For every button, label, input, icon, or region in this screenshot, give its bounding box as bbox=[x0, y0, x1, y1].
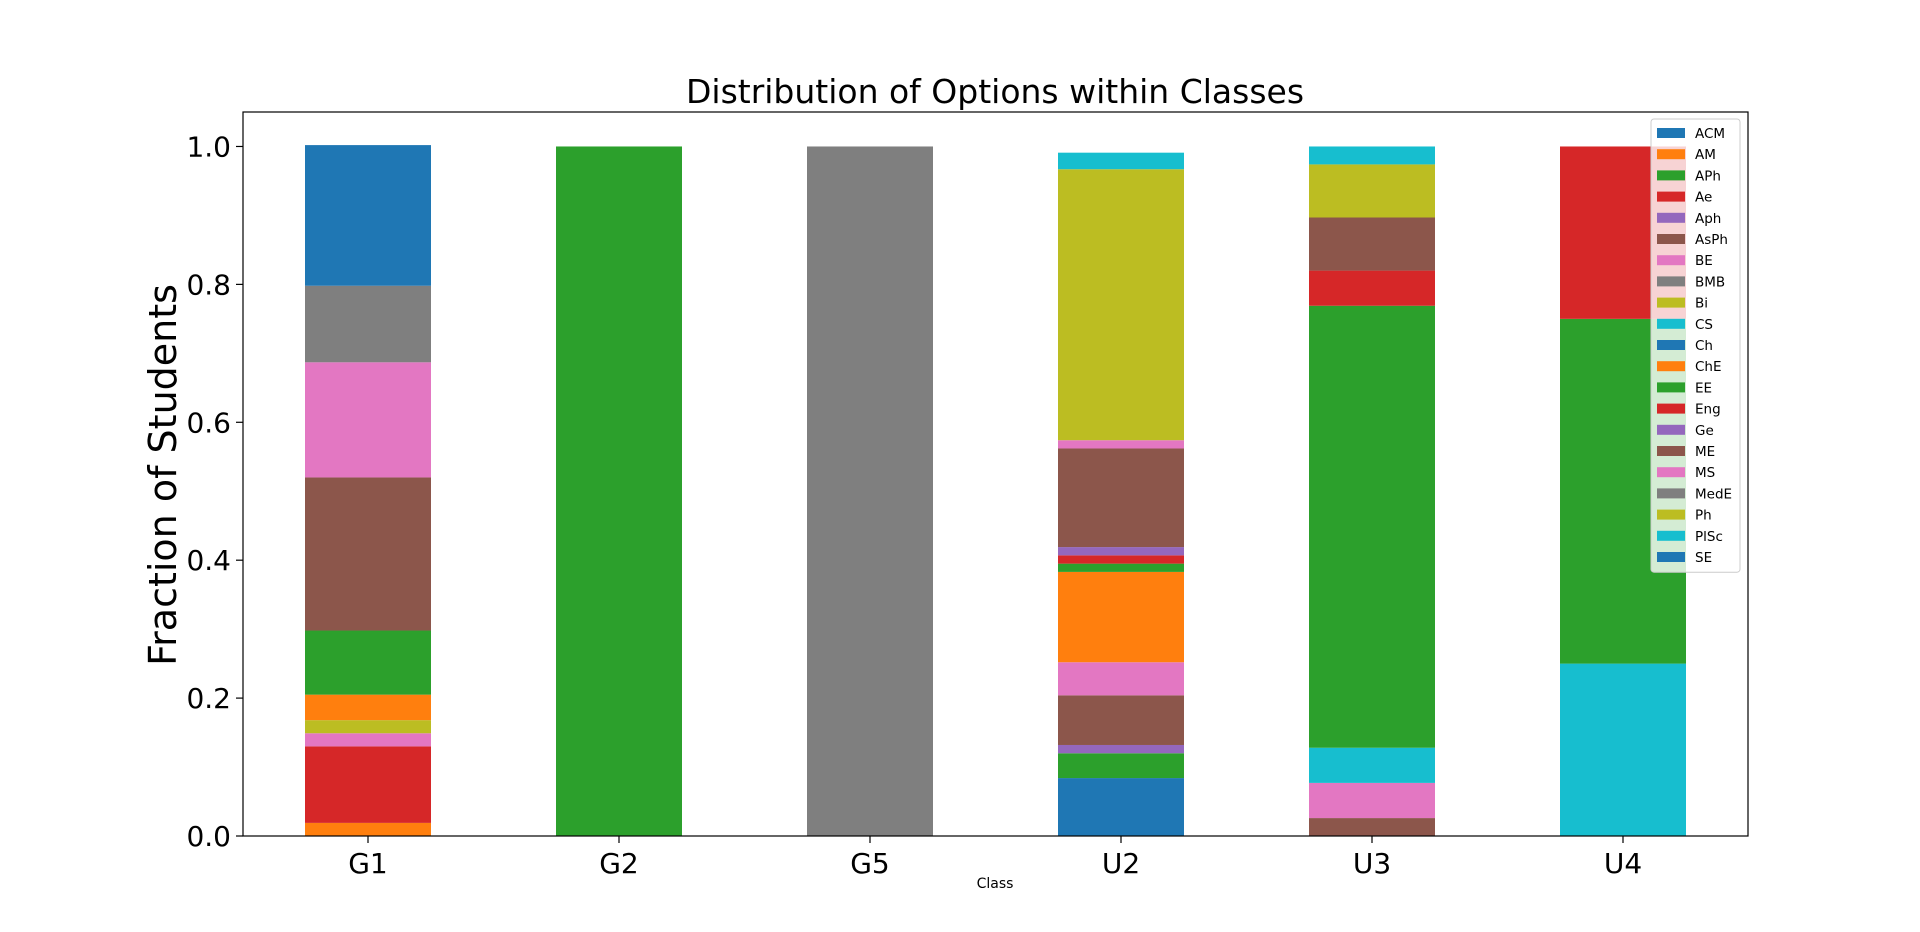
bar-segment-g5-mede bbox=[807, 146, 933, 836]
bar-segment-g1-che bbox=[305, 694, 431, 721]
legend-swatch-ee bbox=[1657, 382, 1685, 393]
x-tick-label: U2 bbox=[1102, 847, 1140, 880]
legend-label-acm: ACM bbox=[1695, 126, 1725, 142]
legend-label-am: AM bbox=[1695, 147, 1716, 163]
x-axis-label: Class bbox=[977, 876, 1014, 892]
legend-label-eng: Eng bbox=[1695, 402, 1721, 418]
bar-segment-g1-be bbox=[305, 733, 431, 747]
legend-label-me: ME bbox=[1695, 444, 1715, 460]
legend-label-aph: APh bbox=[1695, 168, 1721, 184]
x-tick-label: U3 bbox=[1353, 847, 1391, 880]
legend-swatch-bmb bbox=[1657, 276, 1685, 287]
legend-swatch-ph bbox=[1657, 509, 1685, 520]
legend-swatch-che bbox=[1657, 361, 1685, 372]
bar-segment-u2-ee bbox=[1058, 753, 1184, 779]
bar-segment-u3-plsc bbox=[1309, 146, 1435, 165]
legend-swatch-plsc bbox=[1657, 530, 1685, 541]
legend-swatch-me bbox=[1657, 446, 1685, 456]
chart-title: Distribution of Options within Classes bbox=[686, 72, 1304, 111]
bar-segment-g1-se bbox=[305, 145, 431, 286]
legend-label-bmb: BMB bbox=[1695, 274, 1725, 290]
bar-segment-u2-che bbox=[1058, 571, 1184, 663]
legend-swatch-ms bbox=[1657, 467, 1685, 478]
legend-swatch-ch bbox=[1657, 340, 1685, 350]
bar-segment-u2-me bbox=[1058, 695, 1184, 745]
bar-segment-g1-bi bbox=[305, 720, 431, 734]
bar-segment-u2-me bbox=[1058, 448, 1184, 548]
legend-frame bbox=[1650, 118, 1741, 573]
bar-segment-u3-me bbox=[1309, 217, 1435, 271]
legend-swatch-aph bbox=[1657, 170, 1685, 181]
x-tick-label: G2 bbox=[599, 847, 639, 880]
y-tick-label: 0.4 bbox=[186, 544, 231, 577]
legend: ACM AM APh Ae Aph AsPh BE BMB Bi CS Ch ChE EE Eng Ge ME… bbox=[1650, 118, 1741, 573]
legend-swatch-be bbox=[1657, 255, 1685, 266]
legend-swatch-asph bbox=[1657, 234, 1685, 244]
y-axis-label: Fraction of Students bbox=[141, 284, 185, 666]
legend-label-plsc: PlSc bbox=[1695, 529, 1723, 545]
bars-group bbox=[305, 145, 1686, 836]
bar-segment-g1-am bbox=[305, 822, 431, 836]
y-tick-label: 0.6 bbox=[186, 406, 231, 439]
bar-segment-u2-ge bbox=[1058, 547, 1184, 556]
bar-segment-g1-me bbox=[305, 477, 431, 631]
plot-frame bbox=[242, 111, 1749, 837]
x-tick-label: U4 bbox=[1604, 847, 1642, 880]
legend-swatch-bi bbox=[1657, 297, 1685, 308]
legend-label-mede: MedE bbox=[1695, 486, 1732, 502]
legend-label-aph: Aph bbox=[1695, 211, 1721, 227]
legend-label-bi: Bi bbox=[1695, 296, 1708, 312]
bar-segment-g2-ee bbox=[556, 146, 682, 836]
legend-swatch-eng bbox=[1657, 403, 1685, 414]
bar-segment-u2-eng bbox=[1058, 555, 1184, 564]
bar-segment-u2-ge bbox=[1058, 744, 1184, 754]
bar-segment-u4-cs bbox=[1560, 663, 1686, 836]
legend-label-ch: Ch bbox=[1695, 338, 1713, 354]
y-tick-label: 0.0 bbox=[186, 820, 231, 853]
legend-swatch-acm bbox=[1657, 128, 1685, 138]
x-tick-label: G1 bbox=[348, 847, 388, 880]
bar-segment-u2-ms bbox=[1058, 662, 1184, 696]
y-tick-label: 1.0 bbox=[186, 130, 231, 163]
legend-label-ge: Ge bbox=[1695, 423, 1714, 439]
bar-segment-u2-ph bbox=[1058, 169, 1184, 441]
x-ticks-group: G1 G2 G5 U2 U3 U4 bbox=[348, 836, 1642, 880]
legend-swatch-ae bbox=[1657, 191, 1685, 202]
y-ticks-group: 0.0 0.2 0.4 0.6 0.8 1.0 bbox=[186, 130, 243, 853]
legend-label-ms: MS bbox=[1695, 465, 1715, 481]
legend-label-ph: Ph bbox=[1695, 508, 1712, 524]
x-tick-label: G5 bbox=[850, 847, 890, 880]
bar-segment-u2-ms bbox=[1058, 440, 1184, 449]
bar-segment-u2-ee bbox=[1058, 563, 1184, 572]
legend-label-che: ChE bbox=[1695, 359, 1722, 375]
legend-label-cs: CS bbox=[1695, 317, 1713, 333]
legend-swatch-cs bbox=[1657, 318, 1685, 329]
bar-segment-g1-ae bbox=[305, 746, 431, 823]
bar-segment-g1-mede bbox=[305, 285, 431, 363]
bar-segment-u2-ch bbox=[1058, 778, 1184, 836]
bar-segment-u2-plsc bbox=[1058, 152, 1184, 170]
y-tick-label: 0.2 bbox=[186, 682, 231, 715]
legend-label-asph: AsPh bbox=[1695, 232, 1728, 248]
bar-segment-u3-cs bbox=[1309, 747, 1435, 783]
legend-label-ee: EE bbox=[1695, 380, 1712, 396]
bar-segment-g1-ee bbox=[305, 630, 431, 695]
legend-label-se: SE bbox=[1695, 550, 1712, 566]
bar-segment-u3-ph bbox=[1309, 164, 1435, 218]
legend-swatch-am bbox=[1657, 149, 1685, 160]
legend-swatch-aph bbox=[1657, 212, 1685, 223]
legend-label-ae: Ae bbox=[1695, 190, 1712, 206]
bar-segment-g1-ms bbox=[305, 362, 431, 478]
legend-swatch-se bbox=[1657, 552, 1685, 562]
legend-swatch-ge bbox=[1657, 424, 1685, 435]
bar-segment-u3-be bbox=[1309, 782, 1435, 819]
legend-swatch-mede bbox=[1657, 488, 1685, 499]
bar-segment-u3-asph bbox=[1309, 818, 1435, 836]
y-tick-label: 0.8 bbox=[186, 268, 231, 301]
bar-segment-u3-ee bbox=[1309, 305, 1435, 748]
legend-label-be: BE bbox=[1695, 253, 1713, 269]
bar-segment-u3-eng bbox=[1309, 270, 1435, 306]
